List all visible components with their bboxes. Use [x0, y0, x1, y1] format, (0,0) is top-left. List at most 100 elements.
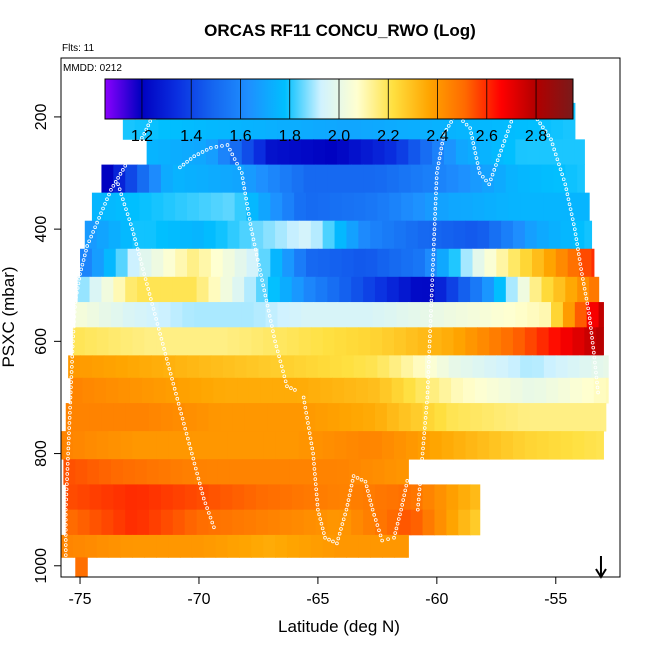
- heatmap-cell: [341, 248, 355, 278]
- heatmap-cell: [301, 139, 314, 166]
- flight-track-point: [274, 344, 279, 349]
- flight-track-point: [392, 535, 396, 540]
- flight-track-point: [163, 352, 168, 356]
- heatmap-cell: [422, 484, 436, 511]
- flight-track-point: [430, 278, 435, 282]
- flight-track-point: [107, 192, 111, 197]
- heatmap-cell: [289, 119, 302, 140]
- heatmap-cell: [75, 302, 88, 328]
- heatmap-cell: [291, 484, 305, 511]
- heatmap-cell: [360, 459, 374, 485]
- flight-track-point: [433, 212, 437, 216]
- heatmap-cell: [351, 276, 364, 303]
- flight-track-point: [186, 436, 190, 441]
- flight-track-point: [65, 477, 69, 481]
- flight-track-point: [424, 410, 428, 415]
- flight-track-point: [417, 492, 421, 497]
- heatmap-cell: [170, 302, 183, 328]
- heatmap-cell: [203, 534, 217, 558]
- flight-track-point: [178, 406, 182, 411]
- flight-track-point: [440, 141, 444, 146]
- heatmap-cell: [291, 403, 305, 432]
- flight-track-point: [428, 319, 433, 323]
- flight-track-point: [262, 288, 267, 293]
- heatmap-cell: [512, 327, 526, 356]
- flight-track-point: [393, 531, 398, 535]
- flight-track-point: [549, 137, 553, 142]
- flight-track-point: [497, 153, 502, 158]
- heatmap-cell: [151, 248, 164, 278]
- flight-track-point: [561, 177, 566, 182]
- flight-track-point: [432, 227, 437, 231]
- colorbar-tick-label: 2.4: [426, 128, 448, 145]
- heatmap-cell: [222, 248, 236, 278]
- heatmap-cell: [422, 509, 436, 536]
- flight-track-point: [67, 416, 72, 420]
- heatmap-cell: [232, 484, 245, 511]
- flight-track-point: [151, 307, 156, 311]
- heatmap-cell: [267, 403, 281, 432]
- heatmap-cell: [220, 276, 233, 303]
- flight-track-point: [430, 273, 435, 277]
- heatmap-cell: [187, 248, 200, 278]
- flight-track-point: [470, 136, 475, 140]
- heatmap-cell: [429, 431, 443, 460]
- heatmap-cell: [149, 276, 162, 303]
- heatmap-cell: [132, 534, 145, 558]
- heatmap-cell: [493, 276, 507, 303]
- heatmap-cell: [579, 192, 590, 222]
- heatmap-cell: [567, 192, 581, 222]
- heatmap-cell: [282, 192, 295, 222]
- heatmap-cell: [477, 220, 490, 250]
- heatmap-cell: [279, 164, 293, 194]
- flight-track-point: [113, 180, 118, 184]
- heatmap-cell: [203, 431, 217, 460]
- heatmap-cell: [560, 431, 574, 460]
- heatmap-cell: [84, 327, 98, 356]
- flight-track-point: [133, 237, 137, 241]
- flight-track-point: [435, 166, 440, 170]
- heatmap-cell: [206, 459, 219, 485]
- heatmap-cell: [520, 248, 533, 278]
- heatmap-cell: [336, 139, 350, 166]
- heatmap-cell: [484, 192, 497, 222]
- heatmap-cell: [215, 327, 229, 356]
- heatmap-cell: [298, 327, 312, 356]
- flight-track-point: [80, 262, 85, 267]
- heatmap-cell: [491, 302, 505, 328]
- heatmap-cell: [446, 484, 459, 511]
- heatmap-cell: [436, 355, 450, 379]
- flight-track-point: [304, 410, 309, 415]
- flight-track-point: [567, 202, 572, 206]
- flight-track-point: [416, 507, 420, 512]
- flight-track-point: [183, 426, 188, 431]
- heatmap-cell: [589, 276, 600, 303]
- flight-track-point: [99, 211, 103, 216]
- heatmap-cell: [108, 327, 122, 356]
- heatmap-cell: [443, 139, 457, 166]
- heatmap-cell: [279, 276, 293, 303]
- heatmap-cell: [358, 220, 371, 250]
- heatmap-cell: [496, 355, 509, 379]
- heatmap-cell: [382, 220, 395, 250]
- flight-track-point: [474, 156, 479, 160]
- flight-track-point: [484, 178, 488, 183]
- heatmap-cell: [394, 431, 407, 460]
- flight-track-point: [246, 212, 251, 216]
- flight-track-point: [315, 502, 320, 507]
- heatmap-cell: [467, 302, 481, 328]
- heatmap-cell: [160, 403, 174, 432]
- heatmap-cell: [346, 220, 359, 250]
- flight-track-point: [587, 311, 591, 316]
- flight-track-point: [476, 166, 481, 170]
- heatmap-cell: [348, 119, 362, 140]
- heatmap-cell: [222, 192, 236, 222]
- x-tick-label: -65: [306, 591, 329, 608]
- flight-track-point: [372, 513, 376, 517]
- heatmap-cell: [267, 164, 281, 194]
- flight-track-point: [500, 143, 505, 148]
- heatmap-cell: [334, 327, 348, 356]
- heatmap-cell: [408, 302, 421, 328]
- flight-track-point: [310, 446, 315, 451]
- heatmap-cell: [558, 377, 571, 404]
